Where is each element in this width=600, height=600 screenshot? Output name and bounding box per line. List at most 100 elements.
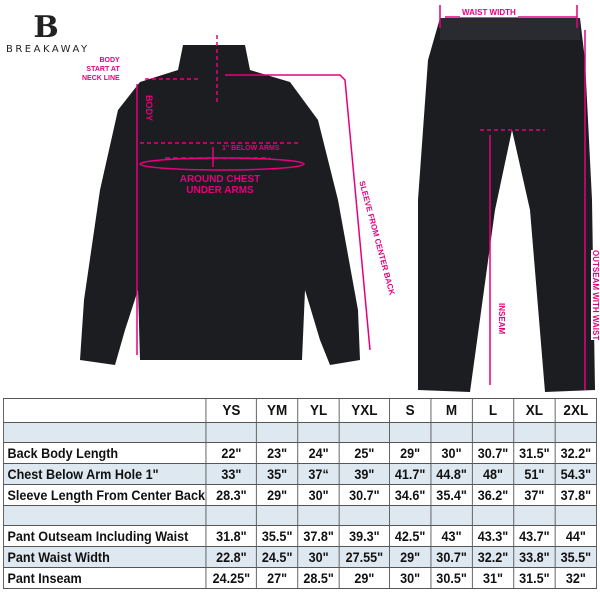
measurement-cell: 48" — [471, 463, 515, 485]
pant-rows: Pant Outseam Including Waist 31.8" 35.5" 37… — [2, 525, 598, 589]
measurement-cell: 24.5" — [256, 546, 299, 568]
measurement-cell: 27.55" — [338, 546, 390, 568]
pants — [418, 18, 595, 392]
outseam-label: OUTSEAM WITH WAIST — [591, 250, 600, 341]
measurement-cell: 43.3" — [471, 525, 515, 547]
body-label: BODY — [144, 95, 154, 122]
measurement-cell: 22.8" — [205, 546, 257, 568]
row-label: Pant Outseam Including Waist — [2, 525, 207, 547]
measurement-cell: 39" — [338, 463, 390, 485]
size-chart-table: YS YM YL YXL S M L XL 2XL Back Body Leng… — [2, 398, 598, 589]
inseam-label: INSEAM — [497, 303, 506, 335]
garment-illustration — [80, 5, 595, 392]
measurement-cell: 25" — [338, 442, 390, 464]
label-line: START AT — [86, 66, 120, 73]
measurement-cell: 30.7" — [430, 546, 473, 568]
spacer-row — [2, 422, 598, 443]
measurement-cell: 43" — [430, 525, 473, 547]
measurement-cell: 44.8" — [430, 463, 473, 485]
measurement-cell: 30" — [297, 546, 340, 568]
measurement-cell: 51" — [513, 463, 556, 485]
measurement-cell: 33.8" — [513, 546, 556, 568]
measurement-cell: 37" — [513, 484, 556, 506]
size-header-row: YS YM YL YXL S M L XL 2XL — [2, 398, 598, 423]
measurement-cell: 30.7" — [338, 484, 390, 506]
size-header: YL — [297, 398, 340, 423]
spacer-row — [2, 505, 598, 526]
table-row: Pant Inseam 24.25" 27" 28.5" 29" 30" 30.5" 31" 3… — [2, 567, 598, 589]
measurement-cell: 30" — [388, 567, 432, 589]
row-label: Chest Below Arm Hole 1" — [2, 463, 207, 485]
measurement-cell: 29" — [338, 567, 390, 589]
measurement-cell: 37.8" — [554, 484, 598, 506]
label-line: AROUND CHEST — [179, 174, 261, 185]
size-header: S — [388, 398, 432, 423]
measurement-cell: 35.4" — [430, 484, 473, 506]
measurement-cell: 37.8" — [297, 525, 340, 547]
measurement-cell: 44" — [554, 525, 598, 547]
jacket-rows: Back Body Length 22" 23" 24" 25" 29" 30" 30.7" 3… — [2, 442, 598, 506]
measurement-cell: 31.5" — [513, 567, 556, 589]
size-header: L — [471, 398, 515, 423]
size-header: YS — [205, 398, 257, 423]
measurement-cell: 24.25" — [205, 567, 257, 589]
measurement-cell: 32" — [554, 567, 598, 589]
measurement-cell: 30.5" — [430, 567, 473, 589]
measurement-cell: 34.6" — [388, 484, 432, 506]
measurement-cell: 22" — [205, 442, 257, 464]
below-arms-label: 1" BELOW ARMS — [222, 145, 280, 152]
table-row: Back Body Length 22" 23" 24" 25" 29" 30" 30.7" 3… — [2, 442, 598, 464]
around-chest-label: AROUND CHEST UNDER ARMS — [172, 174, 268, 196]
measurement-cell: 41.7" — [388, 463, 432, 485]
label-line: UNDER ARMS — [186, 185, 254, 196]
measurement-cell: 29" — [388, 442, 432, 464]
brand-logo: B BREAKAWAY — [6, 10, 90, 56]
measurement-cell: 28.5" — [297, 567, 340, 589]
size-header: M — [430, 398, 473, 423]
row-label: Back Body Length — [2, 442, 207, 464]
measurement-cell: 23" — [256, 442, 299, 464]
measurement-cell: 35.5" — [256, 525, 299, 547]
measurement-cell: 31.5" — [513, 442, 556, 464]
measurement-cell: 32.2" — [554, 442, 598, 464]
table-row: Pant Outseam Including Waist 31.8" 35.5" 37… — [2, 525, 598, 547]
row-label: Sleeve Length From Center Back — [2, 484, 207, 506]
measurement-cell: 30" — [430, 442, 473, 464]
measurement-cell: 39.3" — [338, 525, 390, 547]
waist-width-label: WAIST WIDTH — [460, 8, 518, 17]
measurement-cell: 54.3" — [554, 463, 598, 485]
measurement-cell: 35.5" — [554, 546, 598, 568]
measurement-cell: 30.7" — [471, 442, 515, 464]
row-label: Pant Waist Width — [2, 546, 207, 568]
measurement-cell: 29" — [388, 546, 432, 568]
row-label: Pant Inseam — [2, 567, 207, 589]
measurement-cell: 28.3" — [205, 484, 257, 506]
logo-mark: B — [33, 10, 59, 45]
measurement-cell: 32.2" — [471, 546, 515, 568]
measurement-cell: 27" — [256, 567, 299, 589]
label-line: BODY — [99, 57, 120, 64]
measurement-cell: 36.2" — [471, 484, 515, 506]
size-header: XL — [513, 398, 556, 423]
measurement-cell: 43.7" — [513, 525, 556, 547]
table-row: Sleeve Length From Center Back 28.3" 29" 30… — [2, 484, 598, 506]
measurement-cell: 31.8" — [205, 525, 257, 547]
measurement-cell: 29" — [256, 484, 299, 506]
measurement-cell: 31" — [471, 567, 515, 589]
measurement-cell: 35" — [256, 463, 299, 485]
jacket — [80, 45, 360, 365]
corner-cell — [2, 398, 207, 423]
size-header: 2XL — [554, 398, 598, 423]
table-row: Pant Waist Width 22.8" 24.5" 30" 27.55" 29" 30… — [2, 546, 598, 568]
measurement-cell: 42.5" — [388, 525, 432, 547]
table-row: Chest Below Arm Hole 1" 33" 35" 37“ 39" 41.7"… — [2, 463, 598, 485]
measurement-cell: 30" — [297, 484, 340, 506]
size-header: YXL — [338, 398, 390, 423]
measurement-cell: 37“ — [297, 463, 340, 485]
measurement-cell: 24" — [297, 442, 340, 464]
measurement-cell: 33" — [205, 463, 257, 485]
brand-name: BREAKAWAY — [6, 44, 90, 55]
body-start-label: BODY START AT NECK LINE — [82, 56, 120, 83]
label-line: NECK LINE — [82, 75, 120, 82]
size-header: YM — [256, 398, 299, 423]
